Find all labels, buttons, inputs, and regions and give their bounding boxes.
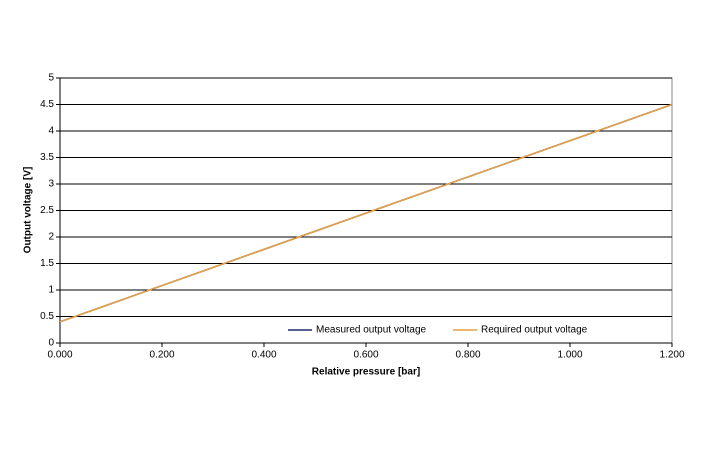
legend-label: Required output voltage [481, 325, 588, 336]
y-tick-label: 0 [48, 338, 54, 349]
y-axis-title: Output voltage [V] [23, 167, 34, 254]
y-tick-label: 3.5 [40, 152, 54, 163]
y-tick-label: 2 [48, 232, 54, 243]
x-tick-label: 0.800 [455, 350, 480, 361]
y-tick-label: 1 [48, 285, 54, 296]
x-tick-label: 0.400 [251, 350, 276, 361]
legend-label: Measured output voltage [316, 325, 427, 336]
x-tick-label: 0.000 [47, 350, 72, 361]
y-tick-label: 2.5 [40, 205, 54, 216]
data-line [59, 103, 673, 323]
y-tick-label: 0.5 [40, 311, 54, 322]
y-tick-label: 4.5 [40, 99, 54, 110]
x-tick-label: 1.200 [659, 350, 684, 361]
x-tick-label: 1.000 [557, 350, 582, 361]
y-tick-label: 3 [48, 179, 54, 190]
x-axis-title: Relative pressure [bar] [312, 367, 420, 378]
y-tick-label: 4 [48, 126, 54, 137]
x-tick-label: 0.200 [149, 350, 174, 361]
x-tick-label: 0.600 [353, 350, 378, 361]
y-tick-label: 5 [48, 73, 54, 84]
y-tick-label: 1.5 [40, 258, 54, 269]
